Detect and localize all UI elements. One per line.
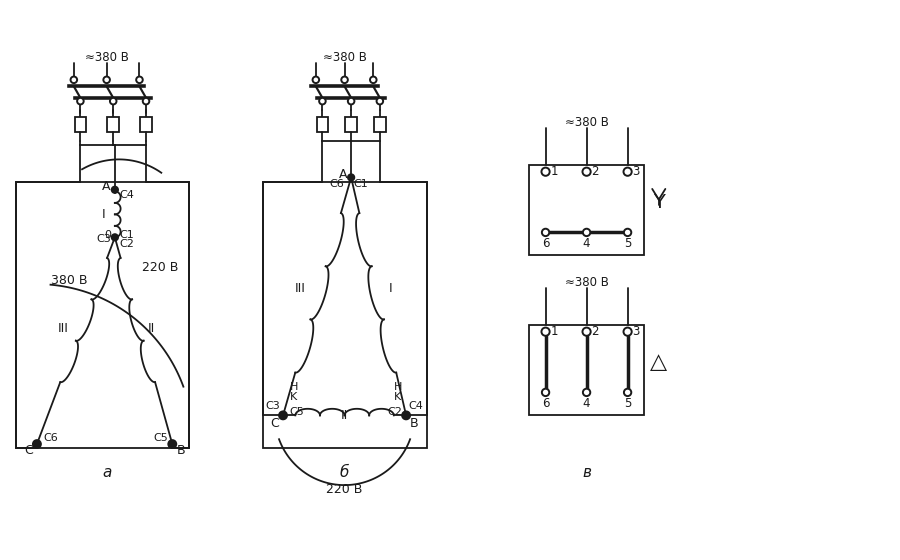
Text: B: B <box>410 417 419 430</box>
Bar <box>140 116 152 132</box>
Text: ≈380 В: ≈380 В <box>564 276 608 289</box>
Text: K: K <box>290 393 297 402</box>
Text: ≈380 В: ≈380 В <box>322 51 366 64</box>
Text: C3: C3 <box>96 234 111 244</box>
Circle shape <box>112 234 118 241</box>
Circle shape <box>624 328 632 336</box>
Circle shape <box>583 389 590 396</box>
Text: C4: C4 <box>409 400 423 410</box>
Text: C4: C4 <box>119 190 134 200</box>
Text: 0: 0 <box>104 230 111 240</box>
Text: I: I <box>102 208 105 221</box>
Text: C6: C6 <box>329 179 345 189</box>
Text: 5: 5 <box>624 237 631 250</box>
Text: C6: C6 <box>43 432 58 442</box>
Text: H: H <box>290 382 298 393</box>
Text: C1: C1 <box>119 230 134 240</box>
Text: 4: 4 <box>583 398 590 410</box>
Bar <box>107 116 119 132</box>
Text: A: A <box>338 167 347 181</box>
Text: 5: 5 <box>624 398 631 410</box>
Text: 3: 3 <box>633 325 640 338</box>
Text: 6: 6 <box>542 237 549 250</box>
Bar <box>374 116 385 132</box>
Bar <box>16 181 189 448</box>
Circle shape <box>347 174 355 181</box>
Text: K: K <box>394 393 401 402</box>
Text: I: I <box>389 282 392 295</box>
Text: а: а <box>102 465 112 480</box>
Circle shape <box>542 228 549 236</box>
Text: III: III <box>58 322 69 335</box>
Circle shape <box>582 328 590 336</box>
Circle shape <box>136 77 143 83</box>
Circle shape <box>542 328 550 336</box>
Text: C: C <box>270 417 279 430</box>
Circle shape <box>402 411 410 419</box>
Bar <box>75 116 86 132</box>
Text: 220 В: 220 В <box>327 483 363 496</box>
Text: C2: C2 <box>119 239 134 249</box>
Circle shape <box>583 228 590 236</box>
Bar <box>529 165 644 255</box>
Circle shape <box>143 98 149 104</box>
Text: C1: C1 <box>354 179 368 189</box>
Text: A: A <box>103 180 111 193</box>
Circle shape <box>347 98 355 104</box>
Circle shape <box>376 98 383 104</box>
Text: 2: 2 <box>591 325 599 338</box>
Circle shape <box>542 389 549 396</box>
Circle shape <box>624 389 631 396</box>
Text: C5: C5 <box>153 432 168 442</box>
Bar <box>263 181 427 448</box>
Circle shape <box>624 228 631 236</box>
Text: 3: 3 <box>633 165 640 178</box>
Text: II: II <box>341 409 348 422</box>
Circle shape <box>542 167 550 176</box>
Text: B: B <box>176 444 185 457</box>
Text: 4: 4 <box>583 237 590 250</box>
Text: C: C <box>24 444 32 457</box>
Text: 6: 6 <box>542 398 549 410</box>
Bar <box>529 325 644 416</box>
Circle shape <box>104 77 110 83</box>
Text: 2: 2 <box>591 165 599 178</box>
Text: C2: C2 <box>387 407 402 417</box>
Circle shape <box>624 167 632 176</box>
Text: ≈380 В: ≈380 В <box>564 116 608 129</box>
Text: C5: C5 <box>290 407 304 417</box>
Circle shape <box>279 411 287 419</box>
Text: H: H <box>393 382 402 393</box>
Text: III: III <box>295 282 306 295</box>
Circle shape <box>70 77 77 83</box>
Circle shape <box>320 98 326 104</box>
Circle shape <box>582 167 590 176</box>
Circle shape <box>110 98 116 104</box>
Text: II: II <box>148 322 156 335</box>
Text: Y: Y <box>652 193 665 212</box>
Text: 220 В: 220 В <box>142 261 178 274</box>
Text: C3: C3 <box>266 400 281 410</box>
Bar <box>317 116 328 132</box>
Circle shape <box>112 186 118 193</box>
Circle shape <box>312 77 319 83</box>
Circle shape <box>341 77 347 83</box>
Text: 1: 1 <box>551 325 558 338</box>
Text: в: в <box>582 465 591 480</box>
Text: 1: 1 <box>551 165 558 178</box>
Text: △: △ <box>650 352 667 372</box>
Bar <box>346 116 357 132</box>
Text: б: б <box>340 465 349 480</box>
Circle shape <box>168 440 176 448</box>
Circle shape <box>370 77 376 83</box>
Circle shape <box>32 440 41 448</box>
Text: ≈380 В: ≈380 В <box>85 51 129 64</box>
Circle shape <box>77 98 84 104</box>
Text: 380 В: 380 В <box>51 273 88 287</box>
